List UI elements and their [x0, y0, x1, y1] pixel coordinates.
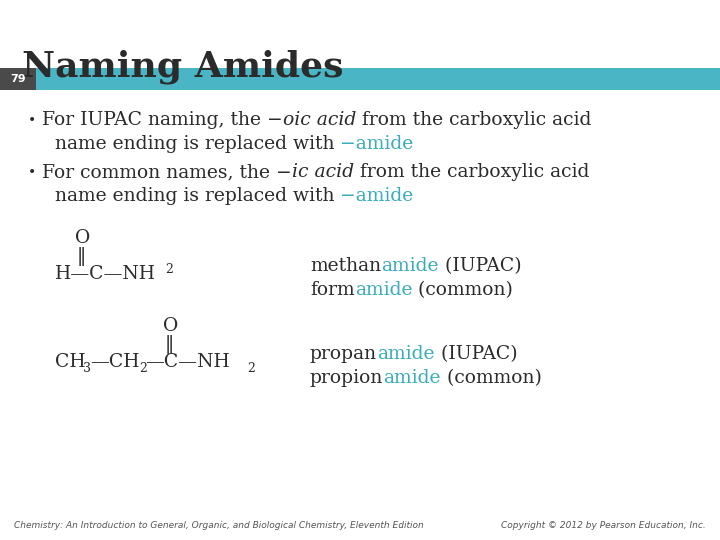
- Text: CH: CH: [55, 353, 86, 371]
- Text: —C—NH: —C—NH: [145, 353, 230, 371]
- Text: 2: 2: [139, 362, 147, 375]
- Text: Naming Amides: Naming Amides: [22, 50, 343, 84]
- Text: Copyright © 2012 by Pearson Education, Inc.: Copyright © 2012 by Pearson Education, I…: [501, 521, 706, 530]
- Text: 79: 79: [10, 74, 26, 84]
- Text: propan: propan: [310, 345, 377, 363]
- Text: (IUPAC): (IUPAC): [438, 257, 521, 275]
- Text: name ending is replaced with: name ending is replaced with: [55, 187, 341, 205]
- Text: H—C—NH: H—C—NH: [55, 265, 156, 283]
- Text: For common names, the −: For common names, the −: [42, 163, 292, 181]
- Text: •: •: [28, 166, 36, 180]
- Text: from the carboxylic acid: from the carboxylic acid: [356, 111, 592, 129]
- Text: −amide: −amide: [341, 135, 414, 153]
- Text: Chemistry: An Introduction to General, Organic, and Biological Chemistry, Eleven: Chemistry: An Introduction to General, O…: [14, 521, 424, 530]
- Text: (common): (common): [441, 369, 541, 387]
- Text: —CH: —CH: [90, 353, 140, 371]
- Text: amide: amide: [355, 281, 412, 299]
- Text: amide: amide: [383, 369, 441, 387]
- Text: ic acid: ic acid: [292, 163, 354, 181]
- Text: ‖: ‖: [77, 247, 86, 266]
- Text: 2: 2: [165, 263, 173, 276]
- Text: −amide: −amide: [341, 187, 414, 205]
- Text: O: O: [163, 317, 179, 335]
- Text: For IUPAC naming, the −: For IUPAC naming, the −: [42, 111, 283, 129]
- Text: from the carboxylic acid: from the carboxylic acid: [354, 163, 589, 181]
- Text: methan: methan: [310, 257, 381, 275]
- Text: O: O: [75, 229, 90, 247]
- Text: (common): (common): [412, 281, 513, 299]
- Text: form: form: [310, 281, 355, 299]
- Text: 3: 3: [83, 362, 91, 375]
- Text: amide: amide: [377, 345, 435, 363]
- Text: oic acid: oic acid: [283, 111, 356, 129]
- Bar: [0, 68, 720, 90]
- Text: propion: propion: [310, 369, 383, 387]
- Text: (IUPAC): (IUPAC): [435, 345, 517, 363]
- Text: amide: amide: [381, 257, 438, 275]
- Text: 2: 2: [247, 362, 255, 375]
- Bar: [0, 68, 36, 90]
- Text: •: •: [28, 114, 36, 128]
- Text: ‖: ‖: [165, 335, 174, 354]
- Text: name ending is replaced with: name ending is replaced with: [55, 135, 341, 153]
